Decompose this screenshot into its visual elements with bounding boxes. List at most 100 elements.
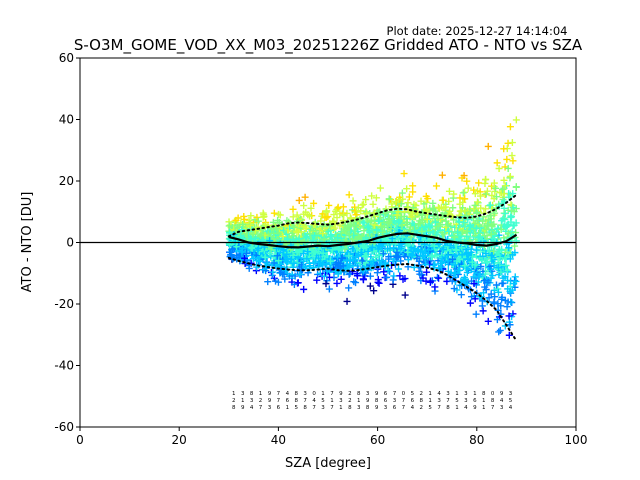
- sample-count-label: 3: [464, 398, 468, 404]
- scatter-point: [504, 139, 512, 147]
- scatter-point: [362, 208, 370, 216]
- scatter-point: [449, 255, 457, 263]
- scatter-point: [333, 253, 341, 261]
- scatter-point: [508, 139, 516, 147]
- scatter-point: [472, 310, 480, 318]
- scatter-point: [492, 184, 500, 192]
- scatter-point: [494, 288, 502, 296]
- scatter-point: [494, 224, 502, 232]
- sample-count-label: 6: [393, 405, 397, 411]
- scatter-point: [345, 252, 353, 260]
- sample-count-label: 9: [473, 405, 477, 411]
- scatter-point: [393, 224, 401, 232]
- scatter-point: [274, 216, 282, 224]
- scatter-point: [504, 276, 512, 284]
- scatter-point: [353, 235, 361, 243]
- scatter-point: [365, 222, 373, 230]
- scatter-point: [341, 221, 349, 229]
- scatter-point: [476, 192, 484, 200]
- scatter-point: [480, 277, 488, 285]
- scatter-point: [377, 261, 385, 269]
- scatter-point: [343, 297, 351, 305]
- scatter-point: [345, 284, 353, 292]
- scatter-point: [504, 220, 512, 228]
- scatter-point: [461, 262, 469, 270]
- scatter-point: [289, 251, 297, 259]
- scatter-point: [359, 200, 367, 208]
- scatter-point: [266, 249, 274, 257]
- sample-count-label: 3: [446, 391, 450, 397]
- sample-count-label: 9: [268, 398, 272, 404]
- statistics-lines: [80, 193, 576, 342]
- sample-count-label: 3: [321, 405, 325, 411]
- scatter-point: [240, 215, 248, 223]
- scatter-point: [403, 185, 411, 193]
- sample-count-label: 7: [330, 391, 334, 397]
- scatter-point: [506, 321, 514, 329]
- sample-count-label: 4: [464, 405, 468, 411]
- scatter-point: [314, 248, 322, 256]
- scatter-point: [468, 293, 476, 301]
- scatter-point: [226, 228, 234, 236]
- scatter-point: [270, 259, 278, 267]
- scatter-point: [270, 229, 278, 237]
- scatter-point: [509, 157, 517, 165]
- scatter-point: [450, 269, 458, 277]
- scatter-point: [335, 246, 343, 254]
- scatter-point: [490, 286, 498, 294]
- scatter-point: [319, 249, 327, 257]
- sample-count-label: 7: [393, 391, 397, 397]
- scatter-point: [466, 222, 474, 230]
- sample-count-label: 4: [312, 398, 316, 404]
- scatter-point: [501, 163, 509, 171]
- sample-count-label: 6: [411, 398, 415, 404]
- sample-count-label: 2: [348, 391, 352, 397]
- scatter-point: [429, 199, 437, 207]
- sample-count-label: 0: [491, 391, 495, 397]
- scatter-point: [348, 245, 356, 253]
- sample-count-label: 6: [384, 391, 388, 397]
- scatter-point: [320, 248, 328, 256]
- scatter-point: [373, 262, 381, 270]
- scatter-point: [491, 293, 499, 301]
- scatter-point: [302, 234, 310, 242]
- scatter-point: [399, 195, 407, 203]
- y-tick-label: 0: [66, 236, 74, 250]
- x-tick-label: 40: [271, 433, 286, 447]
- sample-count-label: 5: [321, 398, 325, 404]
- scatter-point: [273, 252, 281, 260]
- scatter-point: [471, 295, 479, 303]
- upper-std-line: [227, 193, 518, 238]
- scatter-point: [395, 218, 403, 226]
- scatter-point: [231, 217, 239, 225]
- sample-count-label: 1: [330, 398, 334, 404]
- sample-count-label: 1: [286, 405, 290, 411]
- scatter-point: [372, 253, 380, 261]
- scatter-point: [435, 274, 443, 282]
- scatter-point: [353, 272, 361, 280]
- scatter-point: [399, 275, 407, 283]
- scatter-point: [464, 216, 472, 224]
- scatter-point: [500, 176, 508, 184]
- scatter-point: [504, 285, 512, 293]
- x-tick-label: 20: [172, 433, 187, 447]
- scatter-point: [352, 279, 360, 287]
- scatter-point: [463, 249, 471, 257]
- sample-count-label: 7: [277, 398, 281, 404]
- sample-count-label: 0: [312, 391, 316, 397]
- scatter-point: [269, 235, 277, 243]
- scatter-point: [295, 235, 303, 243]
- scatter-point: [370, 216, 378, 224]
- scatter-point: [438, 258, 446, 266]
- sample-count-label: 2: [259, 398, 263, 404]
- scatter-point: [488, 221, 496, 229]
- sample-count-label: 3: [384, 405, 388, 411]
- sample-count-label: 8: [357, 391, 361, 397]
- scatter-point: [326, 222, 334, 230]
- sample-count-label: 3: [357, 405, 361, 411]
- scatter-point: [324, 228, 332, 236]
- scatter-point: [232, 216, 240, 224]
- scatter-point: [451, 223, 459, 231]
- y-tick-label: -20: [54, 297, 74, 311]
- scatter-point: [398, 222, 406, 230]
